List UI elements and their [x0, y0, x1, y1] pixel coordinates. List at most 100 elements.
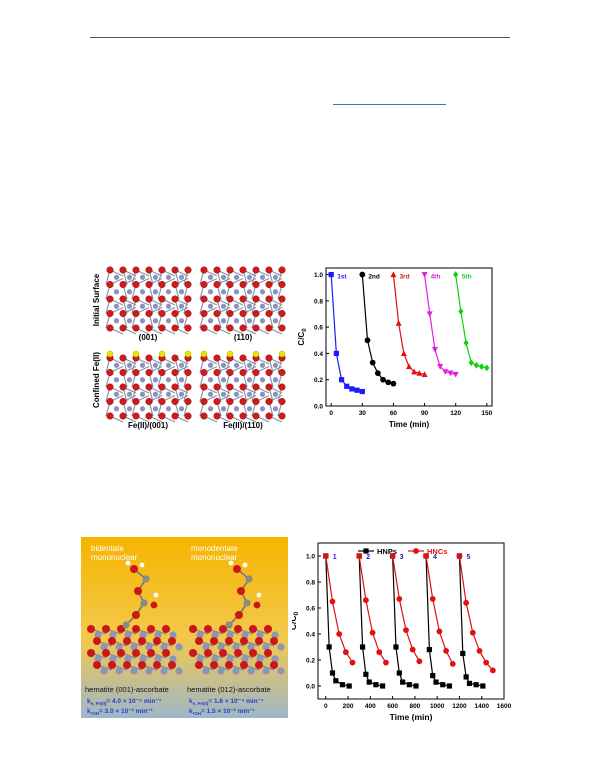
data-point [463, 339, 469, 347]
data-point [349, 386, 355, 392]
data-point [480, 683, 486, 689]
data-point [373, 682, 379, 688]
x-tick-label: 1200 [452, 703, 467, 710]
row1-label: Initial Surface [92, 273, 101, 326]
data-point [436, 628, 443, 635]
series-label: 4th [431, 274, 441, 281]
data-point [453, 271, 459, 278]
data-point [363, 671, 369, 677]
structure-001-image [105, 266, 192, 335]
data-point [329, 598, 336, 605]
rate-left-fe: ke, Fe(II)= 4.0 × 10⁻⁵ min⁻¹ [87, 698, 161, 706]
data-point [383, 659, 389, 666]
data-point [326, 644, 332, 650]
data-point [339, 682, 346, 688]
data-point [366, 679, 372, 685]
data-point [447, 370, 454, 377]
monodentate-structure-image [189, 560, 285, 675]
data-point [449, 661, 456, 667]
plot-frame [325, 267, 493, 407]
header-rule [90, 37, 510, 38]
data-point [354, 387, 360, 393]
data-point [333, 350, 339, 357]
y-tick-label: 0.8 [314, 298, 323, 305]
data-point [376, 649, 383, 656]
structure-110-image [199, 266, 286, 335]
data-point [421, 371, 428, 378]
data-point [431, 346, 438, 353]
caption-fe-110: Fe(II)/(110) [223, 421, 263, 430]
hyperlink-underline[interactable] [333, 104, 446, 105]
data-point [489, 667, 496, 674]
rate-left-oh: k•OH= 3.0 × 10⁻³ min⁻¹ [87, 708, 153, 716]
series-label: 1st [337, 274, 347, 281]
cycle-label: 3 [400, 554, 404, 561]
cycle-label: 2 [366, 554, 370, 561]
data-point [484, 364, 490, 372]
x-tick-label: 1000 [430, 703, 445, 710]
x-tick-label: 120 [450, 410, 461, 417]
data-point [473, 361, 480, 369]
data-point [395, 320, 402, 326]
series-label: 3rd [399, 274, 409, 281]
series-HNCs [322, 553, 496, 674]
y-tick-label: 0.0 [306, 684, 315, 691]
x-tick-label: 30 [359, 410, 367, 417]
figure1-structures-panel: Initial Surface Confined Fe(II) (001) (1… [88, 262, 293, 432]
data-point [476, 648, 483, 654]
rate-right-fe: ke, Fe(II)= 1.6 × 10⁻⁴ min⁻¹ [189, 698, 263, 706]
y-axis-label: C/C0 [292, 611, 300, 630]
x-tick-label: 1600 [497, 703, 512, 710]
data-point [369, 359, 376, 366]
figure2-chart: 0 200 400 600 800 1000 1200 1400 1600 0.0 0.2 0.4 0.… [288, 537, 512, 727]
data-point [396, 670, 402, 676]
monodentate-sublabel: mononuclear [191, 553, 238, 562]
data-point [416, 658, 423, 665]
data-point [379, 683, 386, 689]
x-tick-label: 60 [390, 410, 398, 417]
series-line [361, 274, 394, 385]
data-point [468, 359, 474, 367]
legend-label: HNPs [377, 547, 397, 556]
data-point [359, 388, 365, 395]
series-line [325, 555, 483, 687]
y-tick-label: 0.2 [314, 377, 323, 384]
series-label: 5th [462, 274, 472, 281]
chart-legend: HNPs HNCs [358, 547, 447, 556]
data-point [349, 659, 356, 666]
row2-label: Confined Fe(II) [92, 352, 101, 408]
data-point [469, 629, 476, 636]
data-point [385, 379, 392, 386]
data-point [437, 363, 444, 370]
data-point [396, 596, 403, 602]
data-point [479, 363, 485, 370]
y-tick-label: 1.0 [314, 272, 323, 279]
data-point [426, 647, 432, 653]
data-point [473, 682, 479, 688]
data-point [463, 599, 470, 606]
figure2-adsorption-panel: bidentate mononuclear monodentate mononu… [81, 537, 288, 718]
data-point [426, 311, 433, 318]
caption-fe-001: Fe(II)/(001) [128, 421, 168, 430]
bidentate-label: bidentate [91, 544, 124, 553]
y-tick-label: 0.6 [314, 325, 323, 332]
x-tick-label: 400 [365, 703, 376, 710]
data-point [413, 683, 419, 689]
data-point [463, 674, 469, 680]
data-point [458, 307, 464, 315]
series-line [325, 555, 494, 671]
y-tick-label: 0.2 [306, 658, 315, 665]
data-point [446, 683, 453, 689]
data-point [390, 271, 397, 278]
series-line [455, 274, 487, 369]
data-point [460, 650, 466, 657]
structure-fe-110-image [199, 350, 286, 423]
cycle-label: 5 [466, 554, 470, 561]
y-tick-label: 0.4 [314, 351, 323, 358]
data-point [440, 682, 446, 688]
data-point [443, 648, 449, 654]
figure1-chart: 0 30 60 90 120 150 0.0 0.2 0.4 0.6 0.8 1.0 Time (min… [296, 262, 498, 432]
data-point [403, 627, 409, 633]
data-point [329, 670, 336, 676]
data-point [322, 553, 329, 559]
